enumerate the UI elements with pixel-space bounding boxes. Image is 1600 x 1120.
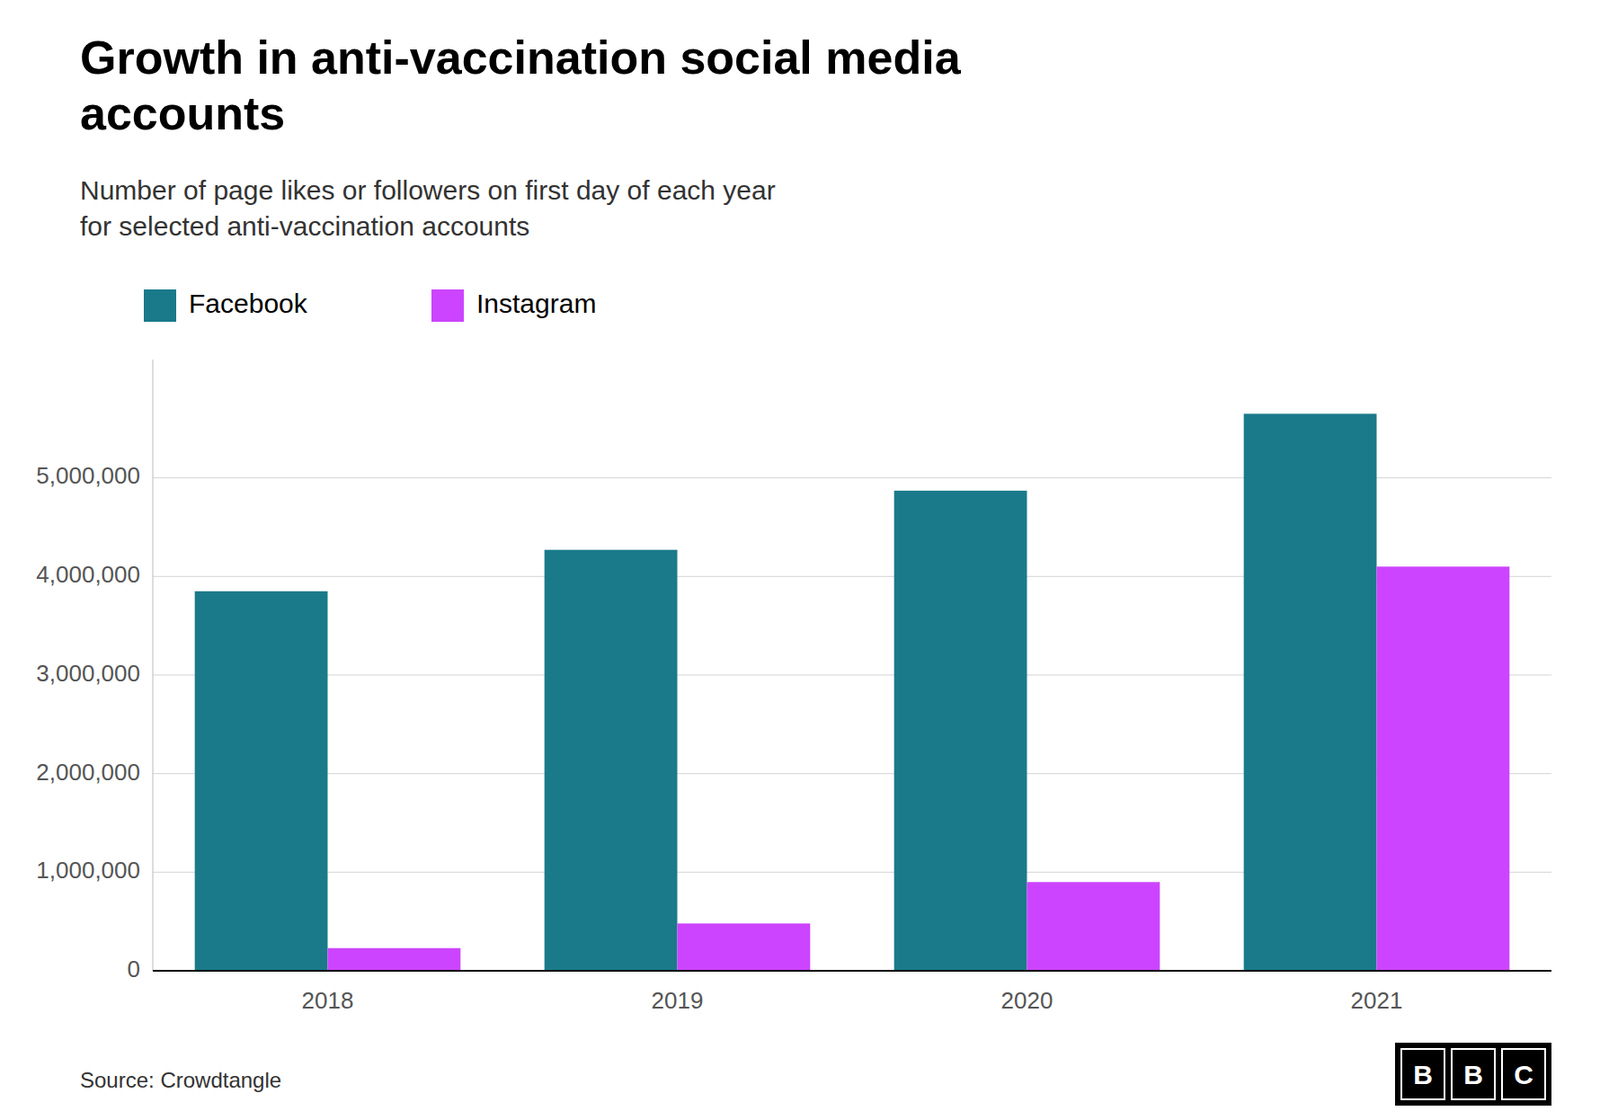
title: Growth in anti-vaccination social mediaa… <box>80 31 962 140</box>
y-tick-label: 1,000,000 <box>35 856 141 884</box>
x-tick-labels: 2018 2019 2020 2021 <box>302 986 1404 1014</box>
bar <box>544 550 678 971</box>
background <box>0 0 1600 1120</box>
subtitle: Number of page likes or followers on fir… <box>80 175 776 241</box>
source: Source: Crowdtangle <box>80 1067 282 1093</box>
logo-box <box>1502 1048 1546 1100</box>
bars <box>195 413 1511 971</box>
x-tick-label: 2018 <box>302 986 355 1014</box>
legend-label: Instagram <box>476 288 596 319</box>
logo: BBC <box>1395 1042 1552 1106</box>
y-tick-label: 3,000,000 <box>35 659 141 687</box>
y-tick-label: 2,000,000 <box>35 758 141 786</box>
bar <box>1027 881 1161 971</box>
bar <box>195 591 329 971</box>
x-tick-label: 2020 <box>1001 986 1054 1014</box>
subtitle-line: Number of page likes or followers on fir… <box>80 175 776 205</box>
legend-swatch <box>143 289 177 322</box>
y-axis-line <box>152 359 154 971</box>
y-tick-label: 4,000,000 <box>35 560 141 588</box>
logo-box <box>1451 1048 1495 1100</box>
y-tick-label: 5,000,000 <box>35 462 141 489</box>
bar <box>894 490 1028 971</box>
bar-series <box>328 566 1511 971</box>
logo-background <box>1395 1042 1552 1106</box>
y-tick-label: 0 <box>127 955 141 983</box>
bar <box>1244 413 1378 971</box>
bar <box>1377 566 1511 971</box>
subtitle-line: for selected anti-vaccination accounts <box>80 211 530 241</box>
legend: Facebook Instagram <box>143 288 596 322</box>
chart-container: Growth in anti-vaccination social mediaa… <box>0 0 1600 1120</box>
bar <box>677 923 811 971</box>
legend-label: Facebook <box>188 288 309 319</box>
chart-svg: Growth in anti-vaccination social mediaa… <box>0 0 1600 1120</box>
x-axis-line <box>152 969 1552 972</box>
bar-series <box>195 413 1378 971</box>
logo-letter: B <box>1463 1059 1484 1090</box>
x-tick-label: 2021 <box>1351 986 1404 1014</box>
x-tick-label: 2019 <box>651 986 704 1014</box>
title-line: accounts <box>80 87 285 140</box>
y-tick-labels: 0 1,000,000 2,000,000 3,000,000 4,000,000 5,0… <box>35 462 141 982</box>
grid-line <box>152 970 1552 972</box>
logo-letter: C <box>1513 1059 1534 1090</box>
title-line: Growth in anti-vaccination social media <box>80 31 962 84</box>
logo-letter: B <box>1413 1059 1433 1090</box>
logo-box <box>1401 1048 1445 1100</box>
bar <box>328 948 462 971</box>
legend-swatch <box>431 289 464 322</box>
